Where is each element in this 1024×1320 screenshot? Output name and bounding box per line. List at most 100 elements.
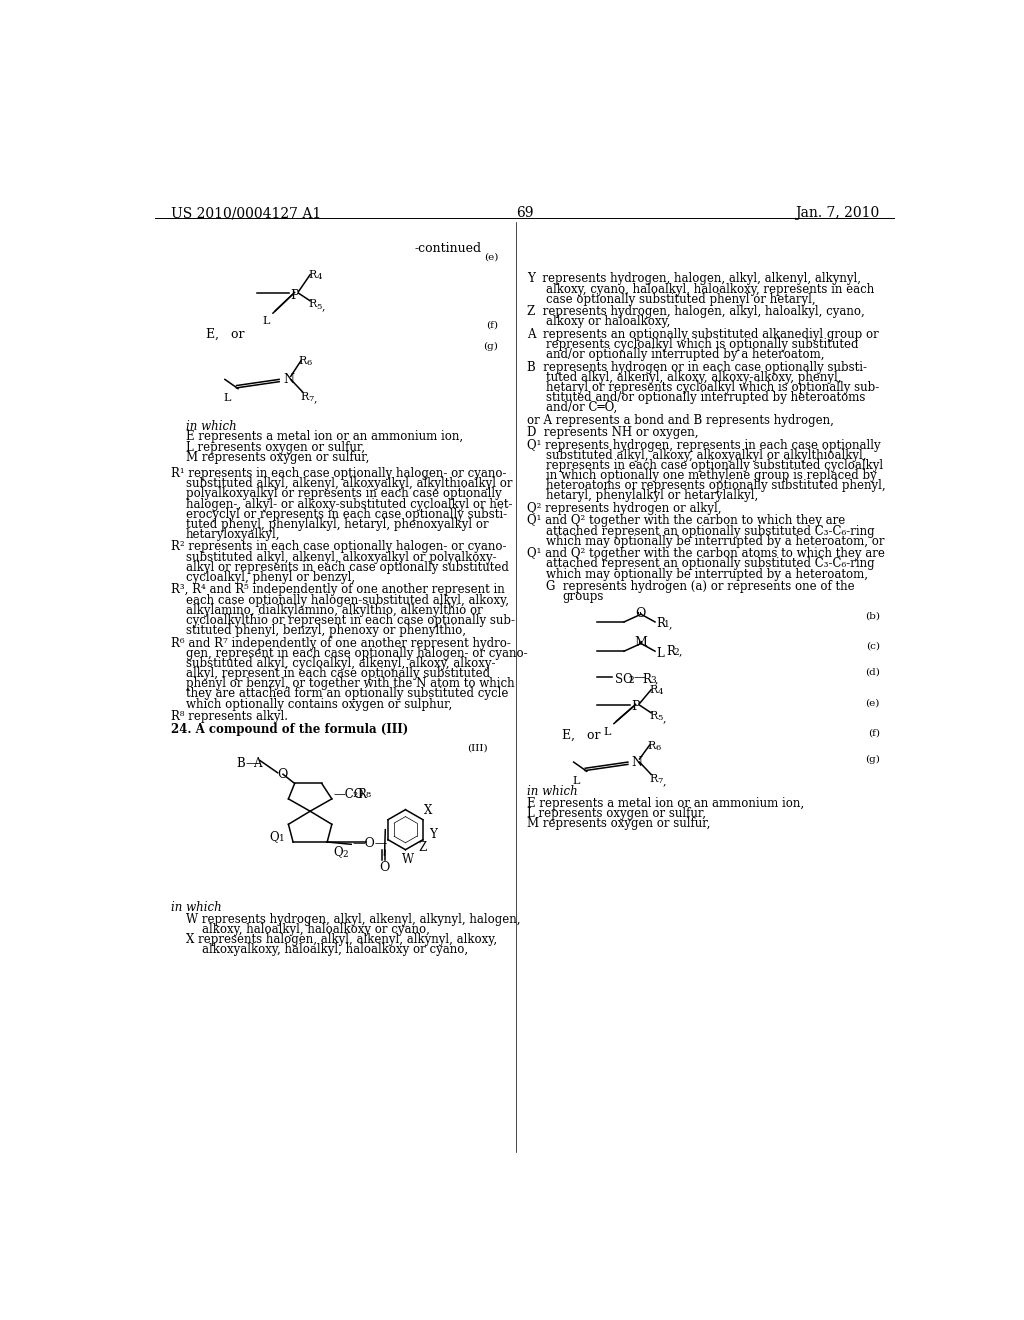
Text: Y  represents hydrogen, halogen, alkyl, alkenyl, alkynyl,: Y represents hydrogen, halogen, alkyl, a… xyxy=(527,272,861,285)
Text: Q: Q xyxy=(270,830,280,842)
Text: D  represents NH or oxygen,: D represents NH or oxygen, xyxy=(527,426,698,440)
Text: E,   or: E, or xyxy=(562,729,600,742)
Text: R: R xyxy=(666,645,675,659)
Text: -continued: -continued xyxy=(415,242,482,255)
Text: erocyclyl or represents in each case optionally substi-: erocyclyl or represents in each case opt… xyxy=(186,508,507,520)
Text: L represents oxygen or sulfur,: L represents oxygen or sulfur, xyxy=(527,807,707,820)
Text: tuted phenyl, phenylalkyl, hetaryl, phenoxyalkyl or: tuted phenyl, phenylalkyl, hetaryl, phen… xyxy=(186,517,488,531)
Text: 6: 6 xyxy=(306,359,311,367)
Text: (g): (g) xyxy=(483,342,499,351)
Text: which may optionally be interrupted by a heteroatom, or: which may optionally be interrupted by a… xyxy=(547,535,885,548)
Text: ,: , xyxy=(655,675,658,684)
Text: groups: groups xyxy=(562,590,603,603)
Text: US 2010/0004127 A1: US 2010/0004127 A1 xyxy=(171,206,321,220)
Text: and/or optionally interrupted by a heteroatom,: and/or optionally interrupted by a heter… xyxy=(547,348,825,362)
Text: M represents oxygen or sulfur,: M represents oxygen or sulfur, xyxy=(527,817,711,830)
Text: (d): (d) xyxy=(865,668,880,676)
Text: (f): (f) xyxy=(867,729,880,738)
Text: alkylamino, dialkylamino, alkylthio, alkenylthio or: alkylamino, dialkylamino, alkylthio, alk… xyxy=(186,603,483,616)
Text: substituted alkyl, cycloalkyl, alkenyl, alkoxy, alkoxy-: substituted alkyl, cycloalkyl, alkenyl, … xyxy=(186,657,496,669)
Text: 5: 5 xyxy=(657,714,663,722)
Text: each case optionally halogen-substituted alkyl, alkoxy,: each case optionally halogen-substituted… xyxy=(186,594,509,607)
Text: (f): (f) xyxy=(486,321,499,329)
Text: 1: 1 xyxy=(665,620,670,630)
Text: Y: Y xyxy=(429,828,436,841)
Text: O: O xyxy=(379,861,389,874)
Text: tuted alkyl, alkenyl, alkoxy, alkoxy-alkoxy, phenyl,: tuted alkyl, alkenyl, alkoxy, alkoxy-alk… xyxy=(547,371,842,384)
Text: ,: , xyxy=(678,647,682,656)
Text: gen, represent in each case optionally halogen- or cyano-: gen, represent in each case optionally h… xyxy=(186,647,527,660)
Text: case optionally substituted phenyl or hetaryl,: case optionally substituted phenyl or he… xyxy=(547,293,816,306)
Text: and/or C═O,: and/or C═O, xyxy=(547,401,617,414)
Text: R² represents in each case optionally halogen- or cyano-: R² represents in each case optionally ha… xyxy=(171,540,506,553)
Text: E,   or: E, or xyxy=(206,327,244,341)
Text: ,: , xyxy=(322,301,326,310)
Text: (g): (g) xyxy=(865,755,880,763)
Text: in which optionally one methylene group is replaced by: in which optionally one methylene group … xyxy=(547,469,878,482)
Text: 3: 3 xyxy=(650,676,656,685)
Text: polyalkoxyalkyl or represents in each case optionally: polyalkoxyalkyl or represents in each ca… xyxy=(186,487,502,500)
Text: which optionally contains oxygen or sulphur,: which optionally contains oxygen or sulp… xyxy=(186,697,453,710)
Text: M represents oxygen or sulfur,: M represents oxygen or sulfur, xyxy=(186,450,370,463)
Text: alkoxy, cyano, haloalkyl, haloalkoxy, represents in each: alkoxy, cyano, haloalkyl, haloalkoxy, re… xyxy=(547,282,874,296)
Text: R: R xyxy=(643,673,651,686)
Text: 4: 4 xyxy=(316,273,322,281)
Text: E represents a metal ion or an ammonium ion,: E represents a metal ion or an ammonium … xyxy=(186,430,463,444)
Text: L: L xyxy=(572,776,580,785)
Text: R¹ represents in each case optionally halogen- or cyano-: R¹ represents in each case optionally ha… xyxy=(171,467,506,480)
Text: (c): (c) xyxy=(865,642,880,651)
Text: represents cycloalkyl which is optionally substituted: represents cycloalkyl which is optionall… xyxy=(547,338,859,351)
Text: 24. A compound of the formula (III): 24. A compound of the formula (III) xyxy=(171,723,408,737)
Text: L: L xyxy=(223,393,230,403)
Text: R: R xyxy=(649,775,657,784)
Text: 2: 2 xyxy=(629,676,634,685)
Text: E represents a metal ion or an ammonium ion,: E represents a metal ion or an ammonium … xyxy=(527,797,804,810)
Text: G  represents hydrogen (a) or represents one of the: G represents hydrogen (a) or represents … xyxy=(547,579,855,593)
Text: B: B xyxy=(237,758,246,771)
Text: —O—: —O— xyxy=(352,837,388,850)
Text: SO: SO xyxy=(614,673,633,686)
Text: 2: 2 xyxy=(343,850,348,859)
Text: in which: in which xyxy=(527,785,578,799)
Text: 8: 8 xyxy=(366,791,372,799)
Text: 7: 7 xyxy=(657,777,663,785)
Text: W: W xyxy=(401,853,414,866)
Text: Q¹ represents hydrogen, represents in each case optionally: Q¹ represents hydrogen, represents in ea… xyxy=(527,438,881,451)
Text: attached represent an optionally substituted C₃-C₆-ring: attached represent an optionally substit… xyxy=(547,524,876,537)
Text: ,: , xyxy=(314,393,317,403)
Text: W represents hydrogen, alkyl, alkenyl, alkynyl, halogen,: W represents hydrogen, alkyl, alkenyl, a… xyxy=(186,913,520,927)
Text: R³, R⁴ and R⁵ independently of one another represent in: R³, R⁴ and R⁵ independently of one anoth… xyxy=(171,583,505,597)
Text: 6: 6 xyxy=(655,743,660,751)
Text: 69: 69 xyxy=(516,206,534,220)
Text: alkyl or represents in each case optionally substituted: alkyl or represents in each case optiona… xyxy=(186,561,509,574)
Text: R: R xyxy=(357,788,367,801)
Text: M: M xyxy=(634,636,647,649)
Text: in which: in which xyxy=(186,420,237,433)
Text: (b): (b) xyxy=(864,612,880,620)
Text: Q² represents hydrogen or alkyl,: Q² represents hydrogen or alkyl, xyxy=(527,502,722,515)
Text: O: O xyxy=(276,768,287,781)
Text: cycloalkyl, phenyl or benzyl,: cycloalkyl, phenyl or benzyl, xyxy=(186,572,355,583)
Text: stituted phenyl, benzyl, phenoxy or phenylthio,: stituted phenyl, benzyl, phenoxy or phen… xyxy=(186,624,466,638)
Text: cycloalkylthio or represent in each case optionally sub-: cycloalkylthio or represent in each case… xyxy=(186,614,515,627)
Text: alkyl, represent in each case optionally substituted: alkyl, represent in each case optionally… xyxy=(186,667,490,680)
Text: L: L xyxy=(603,726,610,737)
Text: substituted alkyl, alkenyl, alkoxyalkyl, alkylthioalkyl or: substituted alkyl, alkenyl, alkoxyalkyl,… xyxy=(186,478,513,490)
Text: 4: 4 xyxy=(657,688,663,696)
Text: L: L xyxy=(262,317,269,326)
Text: ,: , xyxy=(663,776,667,785)
Text: R: R xyxy=(299,356,307,366)
Text: or A represents a bond and B represents hydrogen,: or A represents a bond and B represents … xyxy=(527,413,834,426)
Text: R: R xyxy=(649,685,657,696)
Text: O: O xyxy=(635,607,645,619)
Text: alkoxy or haloalkoxy,: alkoxy or haloalkoxy, xyxy=(547,315,671,329)
Text: hetaryl or represents cycloalkyl which is optionally sub-: hetaryl or represents cycloalkyl which i… xyxy=(547,381,880,393)
Text: they are attached form an optionally substituted cycle: they are attached form an optionally sub… xyxy=(186,688,509,701)
Text: L represents oxygen or sulfur,: L represents oxygen or sulfur, xyxy=(186,441,366,454)
Text: 2: 2 xyxy=(674,648,679,657)
Text: stituted and/or optionally interrupted by heteroatoms: stituted and/or optionally interrupted b… xyxy=(547,391,866,404)
Text: Z: Z xyxy=(419,841,427,854)
Text: —CO: —CO xyxy=(334,788,364,801)
Text: (III): (III) xyxy=(467,743,488,752)
Text: R⁶ and R⁷ independently of one another represent hydro-: R⁶ and R⁷ independently of one another r… xyxy=(171,636,511,649)
